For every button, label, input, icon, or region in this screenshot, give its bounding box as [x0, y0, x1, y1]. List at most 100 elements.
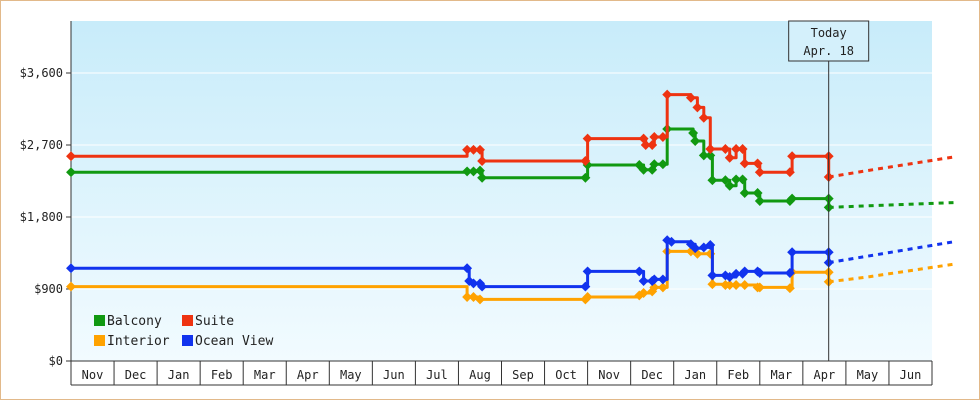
y-tick-label: $2,700 [20, 138, 63, 152]
data-point [731, 280, 742, 290]
data-point [580, 156, 591, 166]
data-point [638, 288, 649, 298]
data-point [720, 175, 731, 186]
data-point [724, 280, 735, 290]
data-point [739, 158, 750, 169]
legend-label: Suite [195, 314, 234, 329]
x-tick-label: Apr [814, 368, 836, 382]
legend-swatch [182, 315, 193, 326]
x-tick-label: Aug [469, 368, 491, 382]
x-tick-label: Nov [598, 368, 620, 382]
data-point [649, 159, 660, 170]
x-tick-label: Dec [641, 368, 663, 382]
x-tick-label: Feb [727, 368, 749, 382]
x-axis: Nov Dec Jan Feb Mar Apr May Jun Jul Aug Sep Oct Nov D… [70, 360, 933, 386]
data-point [649, 132, 660, 142]
data-point [784, 283, 795, 294]
data-point [475, 294, 485, 305]
data-point [724, 152, 735, 163]
data-point [640, 140, 651, 150]
today-box [788, 20, 870, 62]
y-tick-label: $1,800 [20, 210, 63, 224]
legend-swatch [182, 335, 193, 346]
legend-swatch [94, 335, 105, 346]
data-point [468, 278, 479, 289]
y-tick-label: $0 [49, 354, 63, 368]
x-tick-label: Jun [383, 368, 405, 382]
data-point [731, 174, 742, 185]
data-point [707, 270, 718, 281]
legend-label: Ocean View [195, 334, 273, 349]
data-point [731, 144, 742, 154]
series-projection-1 [828, 155, 954, 179]
legend: Balcony Suite Interior Ocean View [94, 314, 273, 349]
data-point [692, 102, 703, 113]
data-point [787, 193, 798, 204]
data-point [784, 268, 795, 278]
data-point [685, 92, 696, 103]
data-point [754, 282, 765, 293]
plot-area [71, 21, 932, 361]
x-tick-label: Oct [555, 368, 577, 382]
data-point [462, 166, 473, 177]
data-point [462, 144, 473, 155]
data-point [754, 167, 765, 178]
y-tick-label: $3,600 [20, 66, 63, 80]
data-point [580, 281, 591, 292]
data-point [707, 175, 718, 186]
series-projection-3 [828, 240, 954, 265]
data-point [752, 188, 763, 198]
series-projection-0 [828, 201, 954, 209]
x-tick-label: Nov [82, 368, 104, 382]
data-point [737, 174, 748, 185]
x-tick-label: May [857, 368, 879, 382]
data-point [66, 167, 76, 178]
data-point [582, 266, 593, 277]
data-point [690, 243, 701, 254]
data-point [787, 151, 798, 162]
data-point [666, 236, 677, 247]
data-point [752, 158, 763, 169]
legend-label: Interior [107, 334, 170, 349]
x-tick-label: Sep [512, 368, 534, 382]
data-point [582, 292, 593, 302]
data-point [698, 150, 709, 161]
y-axis: $0 $900 $1,800 $2,700 $3,600 [20, 21, 72, 385]
x-tick-label: Apr [297, 368, 319, 382]
data-point [580, 172, 591, 183]
series-projection-2 [828, 262, 954, 284]
data-point [66, 151, 76, 162]
data-point [705, 144, 716, 154]
data-point [754, 196, 765, 206]
x-tick-label: Jul [426, 368, 448, 382]
data-point [657, 159, 668, 170]
data-point [739, 188, 750, 198]
data-point [705, 150, 716, 161]
data-point [468, 166, 479, 177]
data-point [784, 167, 795, 178]
data-point [475, 144, 485, 155]
legend-label: Balcony [107, 314, 162, 329]
data-point [724, 180, 735, 191]
data-point [707, 279, 718, 290]
data-point [477, 281, 488, 292]
x-tick-label: Dec [125, 368, 147, 382]
data-point [787, 247, 798, 258]
today-marker: Today Apr. 18 [788, 20, 870, 361]
y-tick-label: $900 [34, 282, 63, 296]
data-point [582, 133, 593, 144]
data-point [731, 268, 742, 279]
data-point [705, 240, 716, 250]
x-tick-label: Jun [900, 368, 922, 382]
x-tick-label: Jan [684, 368, 706, 382]
data-point [462, 263, 473, 274]
x-tick-label: Jan [168, 368, 190, 382]
data-point [638, 276, 649, 286]
x-tick-label: May [340, 368, 362, 382]
data-point [462, 292, 473, 302]
data-point [634, 266, 645, 277]
data-point [739, 266, 750, 277]
data-point [468, 144, 479, 155]
data-point [647, 140, 658, 150]
